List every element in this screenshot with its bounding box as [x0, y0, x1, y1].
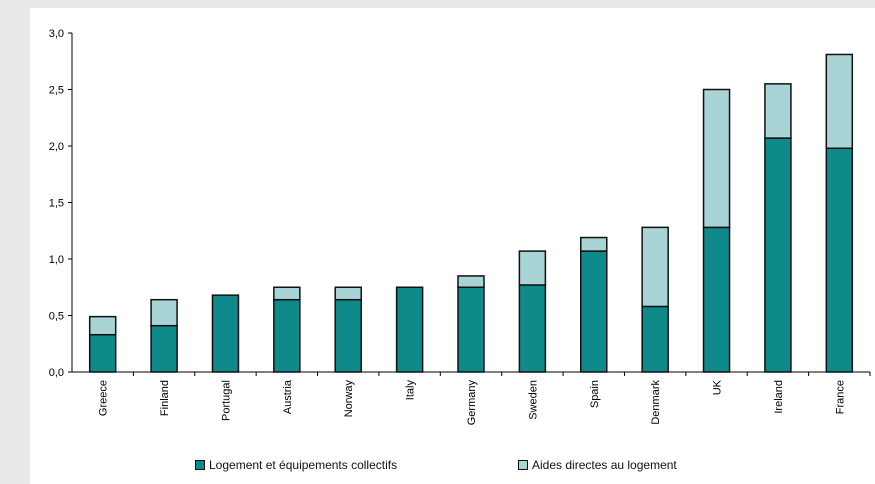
y-ticks: 0,0 0,5 1,0 1,5 2,0 2,5 3,0: [49, 28, 72, 379]
x-tick-label-greece: Greece: [98, 380, 110, 416]
y-tick-label: 2,5: [49, 85, 64, 97]
legend-swatch-series-1: [195, 460, 205, 470]
x-tick-label-italy: Italy: [405, 380, 417, 401]
x-tick-label-sweden: Sweden: [527, 380, 539, 420]
bar-finland-series-1: [150, 324, 178, 373]
y-tick-label: 2,0: [49, 141, 64, 153]
bar-spain-series-2: [580, 236, 608, 252]
bar-italy-series-1: [395, 286, 424, 373]
legend-item-series-1: Logement et équipements collectifs: [195, 458, 397, 472]
y-tick-label: 3,0: [49, 28, 64, 40]
bar-ireland-series-2: [764, 83, 792, 139]
legend-label-series-1: Logement et équipements collectifs: [209, 458, 398, 472]
bar-denmark-series-2: [641, 226, 669, 308]
legend-swatch-series-2: [518, 460, 528, 470]
bars: [88, 53, 854, 373]
bar-ireland-series-1: [764, 137, 792, 373]
chart-panel: [30, 8, 875, 484]
bar-sweden-series-2: [518, 250, 547, 286]
bar-germany-series-1: [457, 286, 485, 373]
x-tick-label-uk: UK: [712, 379, 724, 395]
bar-sweden-series-1: [518, 284, 547, 373]
x-tick-label-spain: Spain: [589, 380, 601, 408]
legend-label-series-2: Aides directes au logement: [532, 458, 677, 472]
bar-uk-series-1: [702, 226, 731, 373]
bar-greece-series-1: [88, 333, 117, 373]
x-tick-label-germany: Germany: [466, 380, 478, 426]
y-tick-label: 0,5: [49, 311, 64, 323]
bar-germany-series-2: [457, 275, 485, 289]
bar-norway-series-1: [334, 298, 362, 373]
y-tick-label: 1,0: [49, 254, 64, 266]
bar-austria-series-1: [273, 298, 301, 373]
bar-portugal-series-1: [211, 294, 240, 373]
bar-greece-series-2: [88, 315, 117, 336]
x-tick-label-france: France: [834, 380, 846, 414]
bar-uk-series-2: [702, 88, 731, 229]
x-tick-label-denmark: Denmark: [650, 380, 662, 425]
y-tick-label: 1,5: [49, 198, 64, 210]
bar-france-series-1: [825, 147, 854, 373]
x-tick-label-finland: Finland: [159, 380, 171, 416]
bar-norway-series-2: [334, 286, 362, 301]
bar-denmark-series-1: [641, 305, 669, 373]
x-tick-label-austria: Austria: [282, 379, 294, 414]
y-tick-label: 0,0: [49, 367, 64, 379]
x-tick-label-ireland: Ireland: [773, 380, 785, 414]
x-tick-label-norway: Norway: [343, 380, 355, 418]
bar-spain-series-1: [580, 250, 608, 373]
x-tick-label-portugal: Portugal: [220, 380, 232, 421]
bar-finland-series-2: [150, 298, 178, 327]
legend-item-series-2: Aides directes au logement: [518, 458, 677, 472]
bar-austria-series-2: [273, 286, 301, 301]
x-ticks: Greece Finland Portugal Austria Norway Italy G…: [98, 372, 871, 426]
bar-france-series-2: [825, 53, 854, 150]
